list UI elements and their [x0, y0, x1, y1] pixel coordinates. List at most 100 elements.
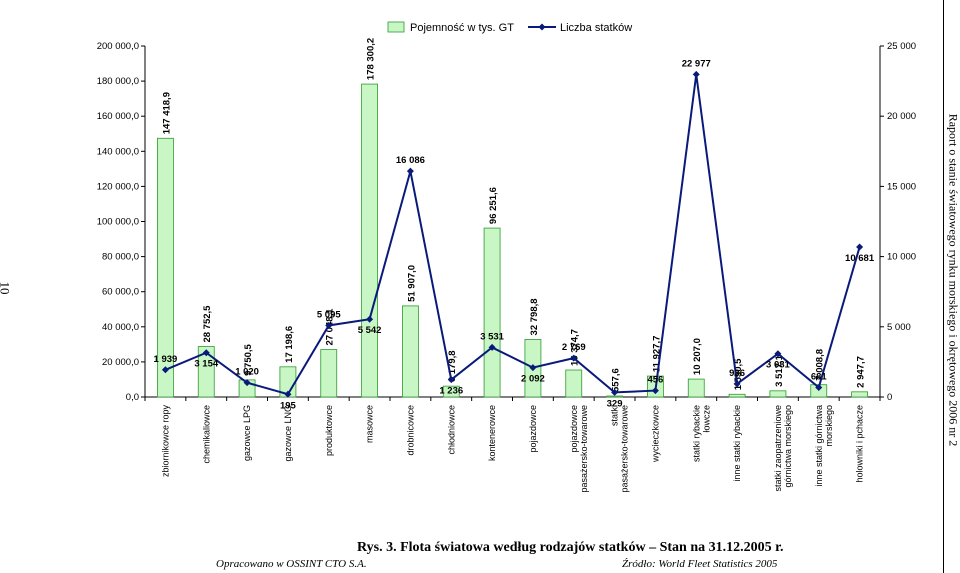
category-label-line: pasażersko-towarowe [579, 405, 589, 493]
legend: Pojemność w tys. GT Liczba statków [387, 21, 632, 34]
category-label: chemikaliowce [201, 405, 211, 464]
bar [320, 349, 338, 398]
category-label-line: wycieczkowce [650, 405, 660, 463]
category-label: gazowce LNG [283, 405, 293, 462]
line-series: 1 939 3 154 1 020 195 5 095 5 542 16 086 1 236 3… [154, 58, 875, 411]
bar-value-label: 15 374,7 [570, 329, 581, 366]
bar-value-label: 17 198,6 [284, 326, 295, 363]
category-label: inne statki rybackie [732, 405, 742, 482]
category-label-line: morskiego [824, 405, 834, 447]
right-tick-label: 20 000 [887, 111, 916, 122]
category-label: masowce [365, 405, 375, 443]
line-value-label: 1 020 [235, 367, 259, 378]
bar-value-label: 3 517,1 [774, 354, 785, 386]
line-value-label: 1 236 [439, 386, 463, 397]
line-value-label: 3 154 [194, 359, 218, 370]
category-label: kontenerowce [487, 405, 497, 461]
category-label: gazowce LPG [242, 405, 252, 461]
legend-bar-label: Pojemność w tys. GT [410, 22, 514, 34]
line-point [243, 379, 251, 387]
bar [728, 393, 746, 398]
right-tick-label: 25 000 [887, 41, 916, 52]
left-tick-label: 20 000,0 [102, 357, 139, 368]
line-value-label: 329 [607, 398, 623, 409]
source-note: Źródło: World Fleet Statistics 2005 [622, 558, 778, 570]
bar [361, 83, 378, 398]
line-point [366, 315, 374, 323]
line-value-label: 195 [280, 400, 297, 411]
line-value-label: 5 095 [317, 309, 341, 320]
legend-bar-swatch [387, 21, 405, 33]
bar [687, 378, 705, 398]
category-label-line: gazowce LNG [283, 405, 293, 462]
category-label-line: statki [610, 405, 620, 426]
right-tick-label: 0 [887, 392, 892, 403]
right-tick-label: 5 000 [887, 322, 911, 333]
left-tick-label: 40 000,0 [102, 322, 139, 333]
line-point [529, 364, 537, 372]
line-value-label: 5 542 [358, 325, 382, 336]
category-label: statki rybackiełowcze [691, 405, 711, 462]
line-point [611, 388, 619, 396]
category-label: pojazdowce [528, 405, 538, 453]
bar-value-label: 7 008,8 [815, 349, 826, 381]
category-label-line: inne statki górnictwa [814, 405, 824, 487]
bar-value-label: 28 752,5 [202, 305, 213, 343]
page-number: 10 [0, 281, 13, 295]
line-value-label: 1 939 [154, 354, 178, 365]
bar [851, 391, 868, 398]
left-tick-label: 180 000,0 [97, 76, 139, 87]
line-value-label: 456 [647, 375, 663, 386]
bar [483, 227, 501, 398]
category-label: inne statki górnictwamorskiego [814, 405, 834, 487]
category-label-line: górnictwa morskiego [783, 405, 793, 488]
category-label: holowniki i pchacze [855, 405, 865, 483]
bar-value-label: 6 179,8 [447, 350, 458, 382]
right-tick-label: 15 000 [887, 181, 916, 192]
left-tick-label: 120 000,0 [97, 181, 139, 192]
margin-rule [943, 0, 944, 573]
bar [157, 137, 174, 398]
category-label-line: produktowce [324, 405, 334, 456]
line-point [284, 390, 292, 398]
line-value-label: 3 081 [766, 360, 790, 371]
line-value-label: 22 977 [682, 58, 711, 69]
line-point [692, 70, 700, 78]
line-point [733, 380, 741, 388]
line-point [856, 243, 864, 251]
legend-line-marker [538, 23, 546, 31]
category-label-line: chłodniowce [446, 405, 456, 455]
bar-value-label: 2 947,7 [856, 356, 867, 388]
category-label: drobnicowce [405, 405, 415, 456]
bar [402, 305, 419, 398]
prepared-by-note: Opracowano w OSSINT CTO S.A. [216, 558, 367, 570]
left-tick-label: 0,0 [126, 392, 139, 403]
line-point [488, 343, 496, 351]
running-head: Raport o stanie światowego rynku morskie… [946, 113, 960, 447]
left-tick-label: 80 000,0 [102, 252, 139, 263]
category-label-line: statki rybackie [691, 405, 701, 462]
series-line [165, 74, 861, 396]
category-label-line: pasażersko-towarowe [620, 405, 630, 493]
axes: 0,0 20 000,0 40 000,0 60 000,0 80 000,0 100 0… [97, 41, 916, 403]
bar-value-label: 557,6 [611, 368, 622, 392]
category-labels: zbiornikowce ropy chemikaliowce gazowce LP… [160, 405, 864, 493]
category-label: statkipasażersko-towarowe [610, 405, 630, 493]
bar-value-label: 11 927,7 [651, 336, 662, 372]
line-value-label: 936 [729, 368, 745, 379]
category-label-line: łowcze [701, 405, 711, 433]
bar-value-label: 51 907,0 [406, 265, 417, 302]
right-tick-label: 10 000 [887, 252, 916, 263]
line-value-label: 16 086 [396, 155, 425, 166]
bar-value-label: 178 300,2 [366, 38, 377, 80]
line-value-label: 681 [811, 371, 828, 382]
bar-value-label: 147 418,9 [161, 92, 172, 134]
bar-value-label: 32 798,8 [529, 298, 540, 335]
category-label: wycieczkowce [650, 405, 660, 463]
line-point [406, 167, 414, 175]
figure-caption: Rys. 3. Flota światowa według rodzajów s… [357, 540, 784, 555]
category-label-line: chemikaliowce [201, 405, 211, 464]
bar-value-label: 1 550,5 [733, 358, 744, 390]
line-point [570, 354, 578, 362]
left-tick-label: 100 000,0 [97, 217, 139, 228]
